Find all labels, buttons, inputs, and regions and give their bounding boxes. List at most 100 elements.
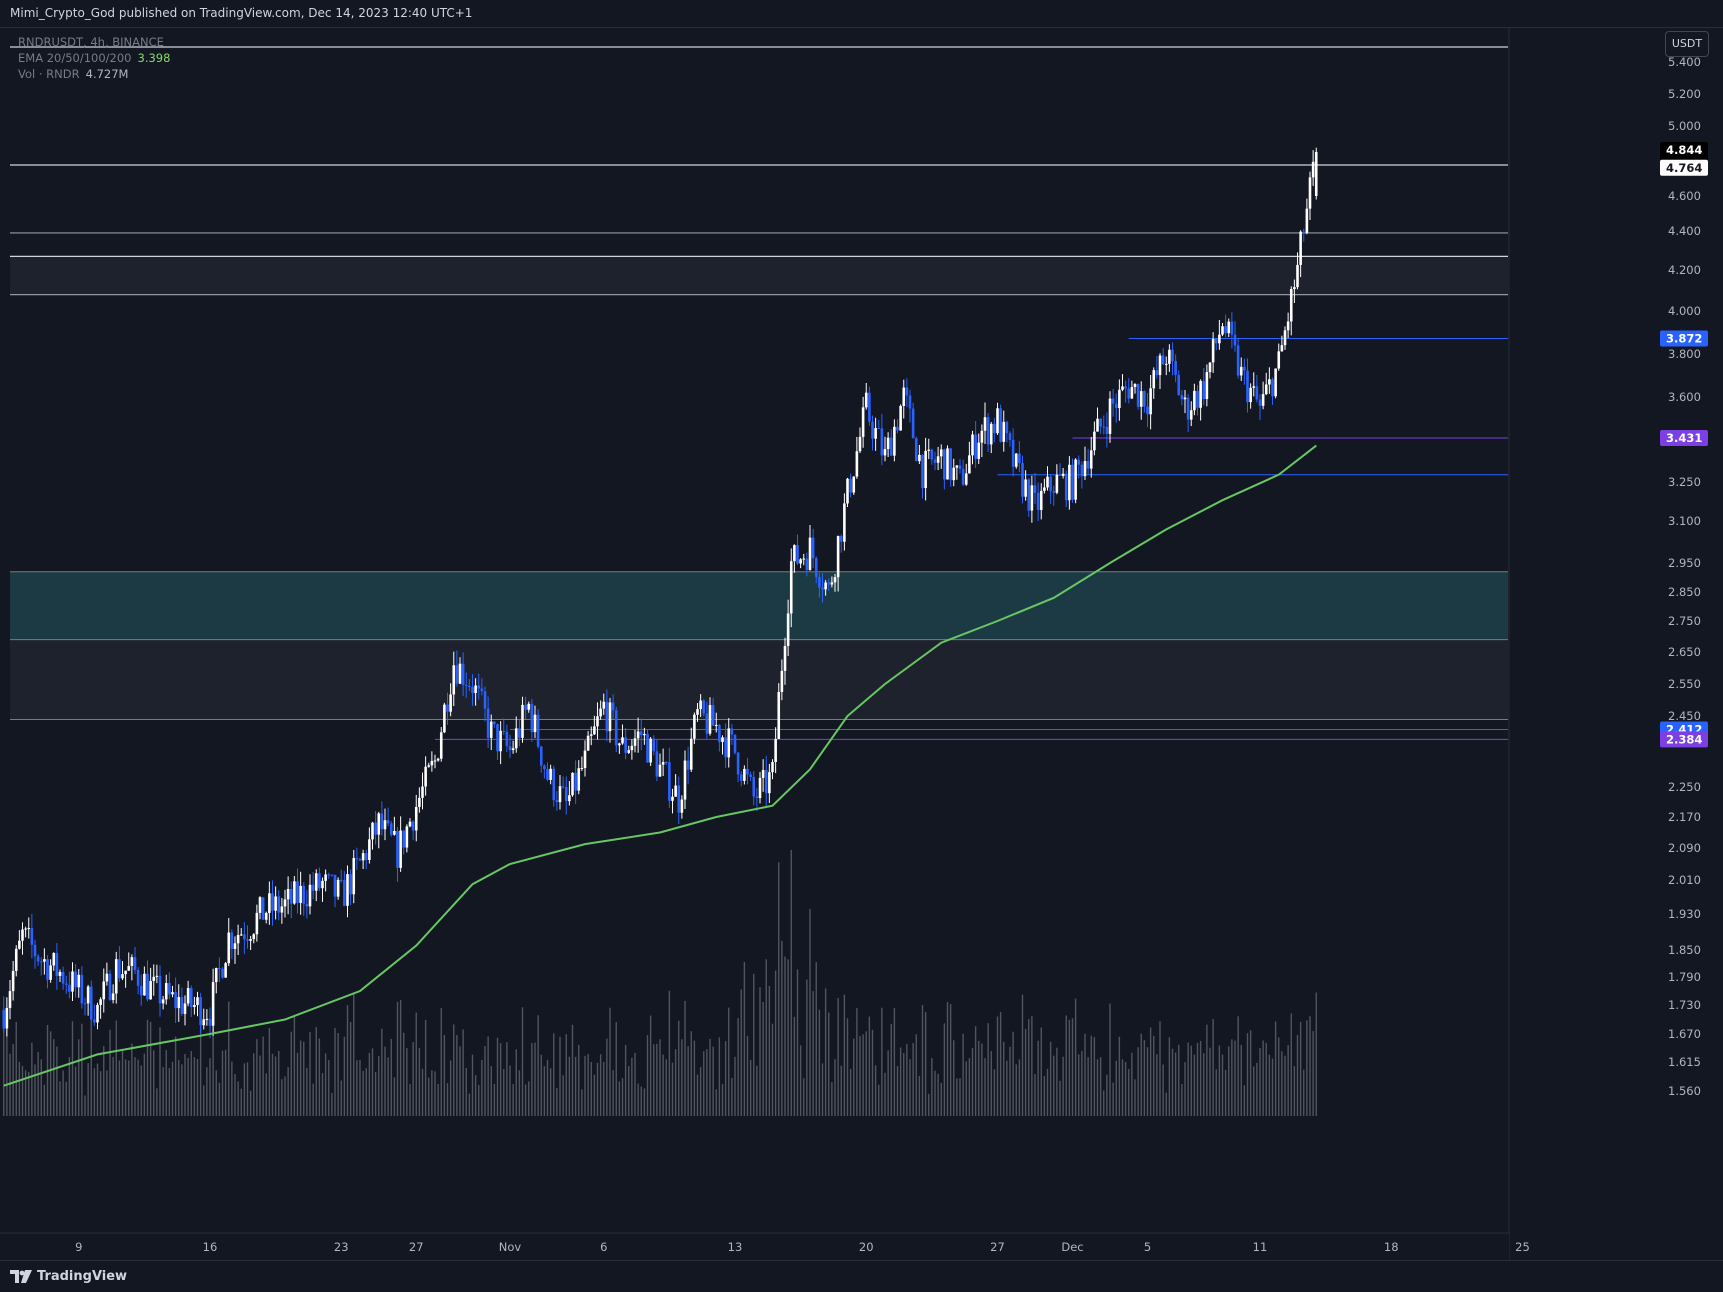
x-tick-label: Dec (1061, 1240, 1083, 1254)
y-tick-label: 4.200 (1668, 263, 1701, 277)
x-tick-label: 16 (203, 1240, 218, 1254)
candle-body (121, 974, 124, 979)
candle-body (1093, 431, 1096, 451)
candle-body (1071, 464, 1074, 500)
volume-bar (446, 1083, 449, 1116)
candle-body (702, 700, 706, 714)
candle-body (1199, 380, 1202, 408)
volume-bar (1128, 1069, 1130, 1116)
candle-body (971, 434, 974, 456)
candle-body (1171, 349, 1174, 362)
candle-body (1068, 464, 1071, 501)
y-tick-label: 5.200 (1668, 87, 1701, 101)
symbol-line: RNDRUSDT, 4h, BINANCE (18, 35, 164, 49)
volume-bar (1012, 1031, 1014, 1116)
volume-bar (1162, 1064, 1164, 1116)
candle-body (796, 545, 799, 564)
volume-bar (318, 1038, 321, 1116)
candle-body (868, 392, 871, 422)
candle-body (1002, 421, 1006, 442)
volume-bar (665, 1059, 667, 1116)
candle-body (908, 395, 912, 409)
candle-body (818, 577, 821, 588)
price-zone (10, 571, 1508, 640)
volume-bar (428, 1077, 430, 1116)
candle-body (33, 944, 37, 957)
legend-ema[interactable]: EMA 20/50/100/200 3.398 (18, 50, 170, 66)
candle-body (896, 426, 899, 431)
x-tick-label: Nov (499, 1240, 522, 1254)
legend-volume[interactable]: Vol · RNDR 4.727M (18, 66, 170, 82)
candle-body (174, 992, 177, 1009)
volume-bar (606, 1038, 608, 1116)
candle-body (752, 776, 756, 797)
candle-body (1152, 370, 1156, 389)
candle-body (624, 737, 627, 753)
volume-bar (1259, 1047, 1261, 1116)
candle-body (1105, 426, 1109, 434)
volume-bar (290, 1031, 292, 1116)
volume-bar (718, 1037, 721, 1116)
candle-body (108, 973, 112, 1000)
y-tick-label: 2.750 (1668, 614, 1701, 628)
volume-bar (74, 1066, 77, 1116)
volume-bar (728, 1007, 730, 1116)
volume-bar (621, 1078, 624, 1116)
candle-body (308, 884, 312, 907)
candle-body (1077, 459, 1081, 465)
candle-body (774, 738, 777, 762)
candle-body (639, 731, 643, 736)
candle-body (458, 663, 462, 684)
volume-bar (1268, 1054, 1271, 1116)
volume-bar (112, 1056, 114, 1116)
candle-body (843, 503, 846, 542)
volume-bar (581, 1089, 583, 1116)
volume-bar (384, 1046, 386, 1116)
candle-body (211, 981, 215, 1026)
volume-bar (1137, 1047, 1139, 1116)
volume-bar (424, 1019, 427, 1116)
chart-legend: RNDRUSDT, 4h, BINANCE EMA 20/50/100/200 3… (18, 34, 170, 82)
candle-body (1161, 355, 1165, 365)
volume-bar (62, 1070, 64, 1116)
currency-badge[interactable]: USDT (1665, 31, 1709, 57)
volume-bar (1159, 1021, 1161, 1116)
volume-bar (1093, 1037, 1096, 1116)
y-tick-label: 4.400 (1668, 224, 1701, 238)
candle-body (502, 730, 506, 732)
volume-bar (859, 1036, 861, 1116)
candle-body (105, 973, 109, 982)
candle-body (149, 980, 152, 1000)
volume-bar (996, 1016, 999, 1116)
candle-body (580, 767, 584, 769)
candle-body (474, 685, 477, 694)
candle-body (208, 1018, 212, 1026)
y-tick-label: 1.850 (1668, 943, 1701, 957)
volume-bar (603, 1061, 605, 1116)
candle-body (1096, 418, 1099, 432)
candle-body (1296, 264, 1299, 288)
y-tick-label: 2.850 (1668, 585, 1701, 599)
volume-bar (637, 1083, 639, 1116)
volume-bar (406, 1048, 408, 1116)
vol-value: 4.727M (85, 67, 129, 81)
candle-body (1255, 386, 1259, 400)
candle-body (852, 476, 856, 493)
candle-body (1136, 384, 1140, 407)
candle-body (961, 468, 965, 485)
x-tick-label: 25 (1515, 1240, 1530, 1254)
candle-body (305, 903, 309, 907)
volume-bar (31, 1042, 33, 1116)
candle-body (402, 830, 406, 848)
candle-body (1155, 370, 1159, 376)
volume-bar (493, 1083, 496, 1116)
candle-body (918, 454, 921, 462)
volume-bar (221, 1050, 224, 1116)
candle-body (1277, 351, 1281, 369)
candle-body (71, 971, 74, 992)
tradingview-brand[interactable]: TradingView (10, 1269, 127, 1284)
volume-bar (890, 1023, 892, 1116)
candle-body (1293, 287, 1296, 290)
volume-bar (649, 1015, 652, 1116)
